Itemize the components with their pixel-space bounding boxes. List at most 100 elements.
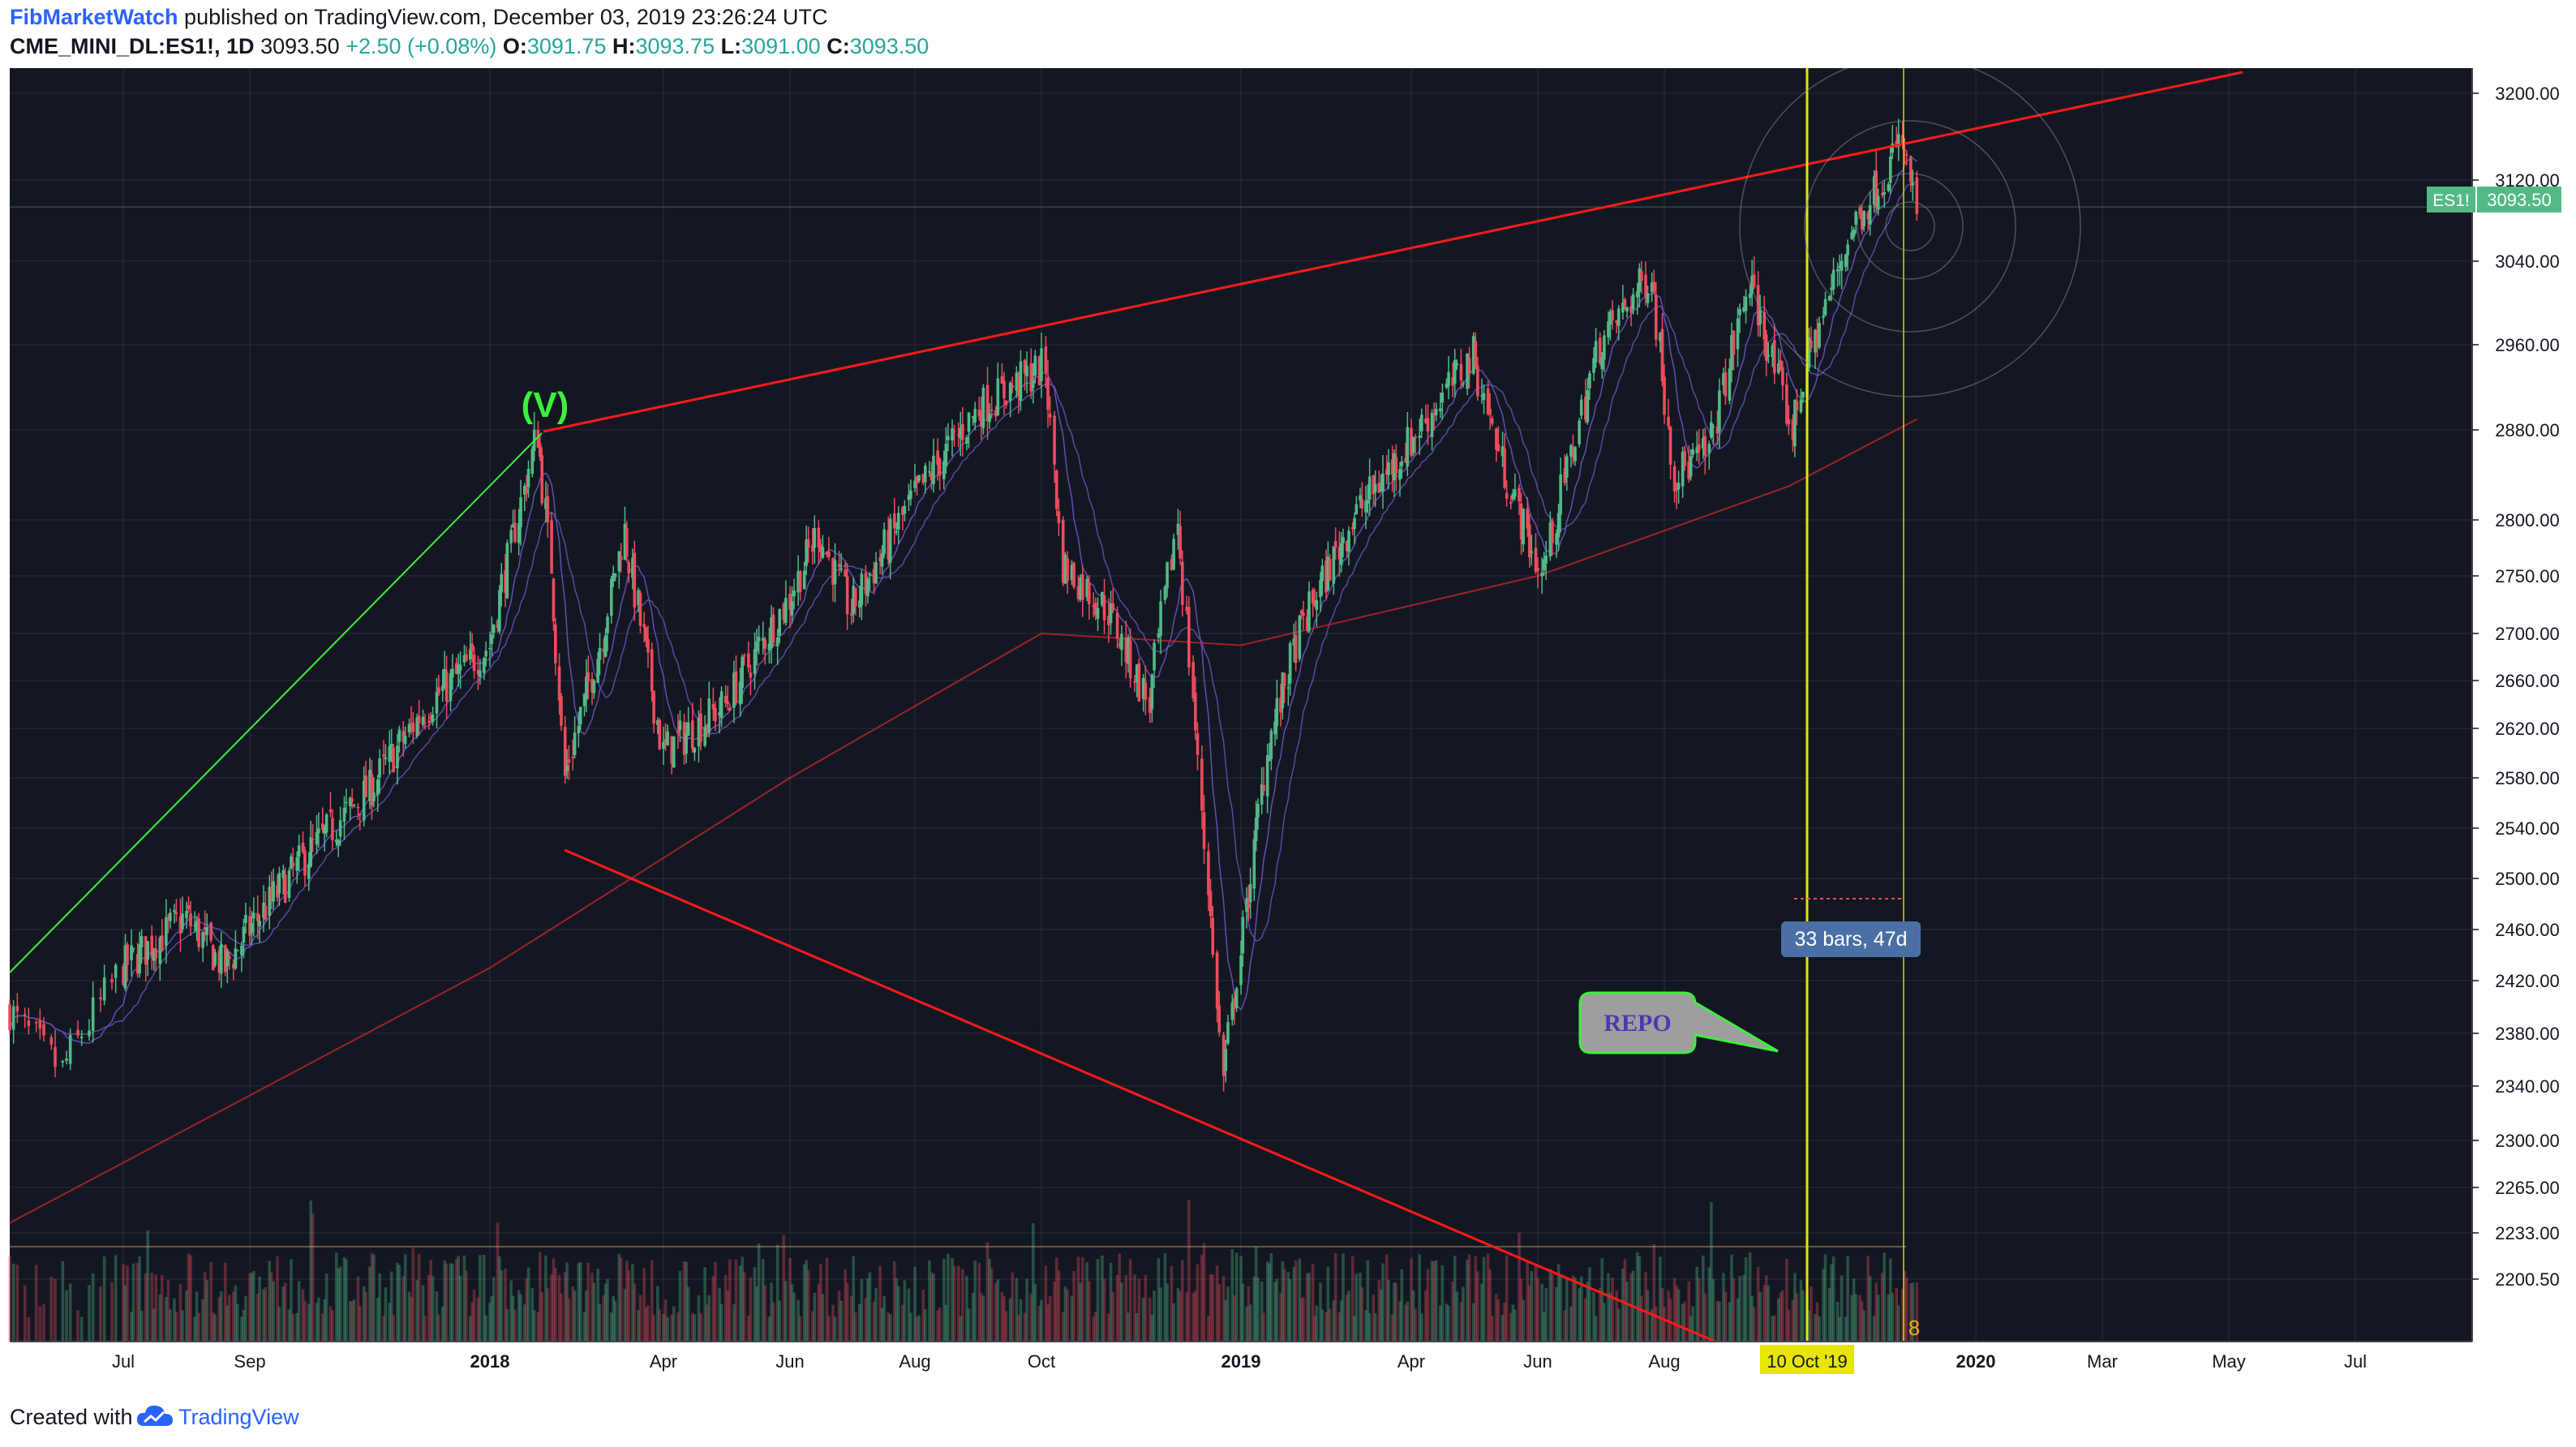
volume-bar bbox=[577, 1263, 581, 1342]
volume-bar bbox=[1419, 1313, 1423, 1342]
volume-bar bbox=[1031, 1223, 1035, 1342]
tradingview-cloud-icon[interactable] bbox=[135, 1400, 175, 1432]
candle-body bbox=[1286, 687, 1290, 689]
volume-bar bbox=[1488, 1269, 1492, 1342]
volume-bar bbox=[770, 1282, 773, 1342]
volume-bar bbox=[122, 1264, 125, 1342]
time-axis[interactable]: Jul Sep 2018 Apr Jun Aug Oct 2019 Apr Jun Aug 10 Oc… bbox=[10, 1341, 2472, 1374]
volume-bar bbox=[819, 1264, 822, 1342]
volume-bar bbox=[1094, 1312, 1097, 1342]
candle-body bbox=[1592, 358, 1595, 373]
candle-body bbox=[985, 384, 990, 422]
candle-body bbox=[1467, 358, 1471, 374]
volume-bar bbox=[1830, 1264, 1833, 1342]
candle-body bbox=[1085, 578, 1088, 598]
measure-badge[interactable]: 33 bars, 47d bbox=[1781, 921, 1921, 957]
repo-callout[interactable]: REPO bbox=[1578, 991, 1779, 1054]
volume-bar bbox=[242, 1310, 246, 1342]
publish-line: FibMarketWatch published on TradingView.… bbox=[10, 5, 828, 30]
volume-bar bbox=[1011, 1272, 1014, 1342]
volume-bar bbox=[1004, 1311, 1008, 1342]
candle-body bbox=[1752, 274, 1756, 288]
volume-bar bbox=[868, 1272, 872, 1342]
lower-trendline[interactable] bbox=[564, 848, 1716, 1343]
candle-body bbox=[1054, 470, 1058, 509]
candle-body bbox=[323, 827, 326, 835]
volume-bar bbox=[295, 1312, 299, 1342]
volume-bar bbox=[1840, 1275, 1844, 1342]
candle-body bbox=[1471, 336, 1475, 374]
volume-bar bbox=[276, 1256, 279, 1342]
candle-body bbox=[1445, 383, 1449, 388]
author-link[interactable]: FibMarketWatch bbox=[10, 5, 178, 29]
candle-body bbox=[1638, 268, 1642, 292]
volume-bar bbox=[500, 1270, 504, 1342]
candle-body bbox=[586, 672, 590, 682]
volume-bar bbox=[1202, 1243, 1206, 1342]
price-chart[interactable]: (V) REPO 33 bars, 47d 8 3200.003120.0030… bbox=[0, 68, 2576, 1389]
volume-bar bbox=[1687, 1281, 1690, 1342]
candle-body bbox=[1359, 495, 1362, 501]
volume-bar bbox=[301, 1289, 305, 1342]
volume-bar bbox=[509, 1280, 513, 1342]
volume-bar bbox=[472, 1289, 476, 1342]
upper-trendline[interactable] bbox=[543, 71, 2243, 433]
candle-body bbox=[476, 670, 480, 675]
candle-body bbox=[1895, 140, 1899, 147]
volume-bar bbox=[1302, 1297, 1305, 1342]
volume-bar bbox=[1294, 1260, 1298, 1342]
candle-body bbox=[364, 775, 367, 798]
candle-body bbox=[1002, 380, 1006, 399]
candle-body bbox=[1860, 211, 1864, 230]
candle-body bbox=[407, 724, 411, 733]
symbol-label[interactable]: CME_MINI_DL:ES1!, 1D bbox=[10, 34, 255, 58]
volume-bar bbox=[663, 1299, 668, 1342]
price-axis[interactable]: 3200.003120.003040.002960.002880.002800.… bbox=[2471, 68, 2560, 1342]
volume-bar bbox=[544, 1255, 547, 1342]
volume-bar bbox=[703, 1267, 706, 1342]
candle-body bbox=[1398, 469, 1402, 480]
candle-body bbox=[1120, 633, 1123, 651]
volume-bar bbox=[627, 1270, 630, 1342]
volume-bar bbox=[903, 1280, 907, 1342]
candle-body bbox=[1536, 567, 1539, 571]
candle-body bbox=[880, 553, 884, 567]
volume-bar bbox=[1040, 1300, 1043, 1342]
candle-body bbox=[670, 736, 674, 764]
volume-bar bbox=[1459, 1302, 1463, 1342]
volume-bar bbox=[942, 1258, 946, 1342]
volume-bar bbox=[352, 1299, 356, 1342]
volume-bar bbox=[126, 1265, 129, 1342]
volume-bar bbox=[140, 1311, 144, 1342]
volume-bar bbox=[1440, 1265, 1445, 1342]
volume-bar bbox=[38, 1306, 42, 1342]
volume-bar bbox=[1518, 1232, 1521, 1342]
wave-v-label[interactable]: (V) bbox=[522, 385, 569, 425]
time-tick-label: Mar bbox=[2087, 1351, 2118, 1372]
volume-bar bbox=[1102, 1278, 1106, 1342]
candle-body bbox=[952, 431, 956, 433]
volume-bar bbox=[742, 1272, 746, 1342]
volume-bar bbox=[490, 1295, 494, 1342]
volume-bar bbox=[1466, 1259, 1469, 1342]
candle-body bbox=[1505, 492, 1509, 500]
volume-bar bbox=[1807, 1310, 1811, 1342]
candle-body bbox=[1239, 955, 1243, 985]
volume-bar bbox=[936, 1310, 939, 1342]
volume-bars bbox=[8, 1200, 1919, 1342]
candle-body bbox=[817, 527, 821, 547]
candle-body bbox=[849, 613, 853, 616]
candle-body bbox=[1488, 409, 1492, 415]
candle-body bbox=[1650, 282, 1654, 292]
candle-body bbox=[1269, 730, 1273, 760]
tradingview-brand[interactable]: TradingView bbox=[178, 1405, 299, 1429]
wave-v-line[interactable] bbox=[9, 432, 543, 973]
volume-bar bbox=[796, 1299, 800, 1342]
candle-body bbox=[1324, 560, 1328, 593]
volume-bar bbox=[1137, 1278, 1141, 1342]
candle-body bbox=[317, 828, 320, 834]
volume-bar bbox=[1342, 1253, 1345, 1342]
candle-body bbox=[498, 590, 501, 632]
price-tick-label: 3200.00 bbox=[2495, 84, 2560, 104]
candle-body bbox=[258, 921, 261, 927]
